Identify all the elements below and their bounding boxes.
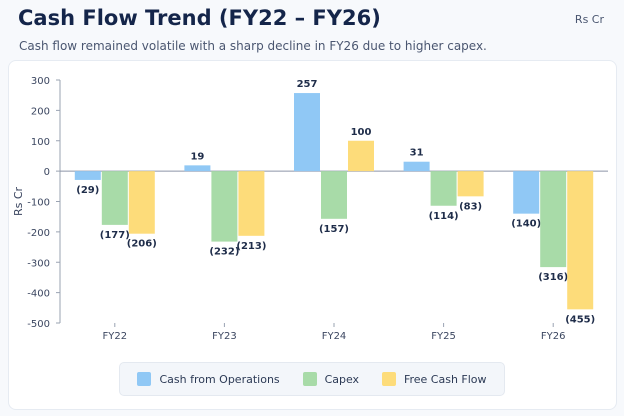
bar-cash-from-operations-fy23[interactable] [184,165,211,172]
data-label-capex-fy25: (114) [429,211,459,222]
bar-free-cash-flow-fy22[interactable] [128,171,155,234]
bar-cash-from-operations-fy26[interactable] [513,171,540,214]
data-label-free-cash-flow-fy22: (206) [127,239,157,250]
y-tick-label: 200 [31,106,50,117]
chart-subtitle: Cash flow remained volatile with a sharp… [19,39,487,53]
y-tick-label: 0 [44,167,50,178]
data-label-cash-from-operations-fy26: (140) [511,219,541,230]
data-label-cash-from-operations-fy23: 19 [190,151,204,162]
y-tick-label: -500 [27,319,50,330]
legend-label-free-cash-flow: Free Cash Flow [403,372,487,386]
x-tick-label-fy25: FY25 [431,331,456,342]
data-label-capex-fy23: (232) [209,247,239,258]
legend-item-cash-from-operations[interactable]: Cash from Operations [137,372,280,386]
y-tick-label: -100 [27,198,50,209]
data-label-free-cash-flow-fy25: (83) [459,201,482,212]
legend-label-capex: Capex [324,372,360,386]
bar-cash-from-operations-fy24[interactable] [294,93,320,172]
data-label-capex-fy24: (157) [319,224,349,235]
legend-item-capex[interactable]: Capex [302,372,360,386]
legend-label-cash-from-operations: Cash from Operations [159,372,280,386]
y-tick-label: -300 [27,258,50,269]
bar-free-cash-flow-fy26[interactable] [567,171,594,310]
unit-label: Rs Cr [574,13,604,26]
data-label-cash-from-operations-fy22: (29) [76,185,99,196]
bar-free-cash-flow-fy25[interactable] [457,171,484,197]
x-tick-label-fy23: FY23 [212,331,237,342]
chart-legend: Cash from Operations Capex Free Cash Flo… [119,362,505,396]
data-label-cash-from-operations-fy25: 31 [410,148,424,159]
legend-swatch-capex [302,372,317,386]
bar-capex-fy26[interactable] [540,171,567,268]
x-tick-label-fy22: FY22 [103,331,128,342]
legend-swatch-free-cash-flow [381,372,396,386]
bar-capex-fy25[interactable] [430,171,457,206]
bar-free-cash-flow-fy24[interactable] [348,140,374,172]
y-tick-label: 300 [31,76,50,87]
legend-item-free-cash-flow[interactable]: Free Cash Flow [381,372,487,386]
y-axis-title: Rs Cr [12,186,25,216]
bar-cash-from-operations-fy22[interactable] [74,171,101,180]
bar-cash-from-operations-fy25[interactable] [403,161,430,172]
bar-free-cash-flow-fy23[interactable] [238,171,265,236]
y-tick-label: 100 [31,137,50,148]
data-label-capex-fy22: (177) [100,230,130,241]
bar-capex-fy22[interactable] [101,171,128,225]
x-tick-label-fy24: FY24 [322,331,347,342]
data-label-capex-fy26: (316) [538,272,568,283]
data-label-free-cash-flow-fy23: (213) [236,241,266,252]
data-label-free-cash-flow-fy24: 100 [351,127,372,138]
bar-capex-fy23[interactable] [211,171,238,242]
x-tick-label-fy26: FY26 [541,331,566,342]
data-label-cash-from-operations-fy24: 257 [297,79,318,90]
y-tick-label: -400 [27,289,50,300]
y-tick-label: -200 [27,228,50,239]
data-label-free-cash-flow-fy26: (455) [565,314,595,325]
bar-capex-fy24[interactable] [321,171,347,219]
chart-title: Cash Flow Trend (FY22 – FY26) [18,6,381,30]
legend-swatch-cash-from-operations [137,372,152,386]
